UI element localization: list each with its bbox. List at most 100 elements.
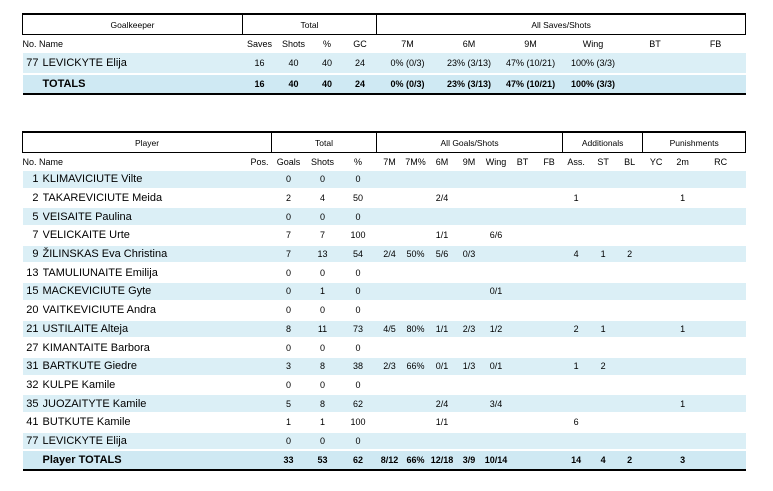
stat-cell xyxy=(562,394,590,414)
stat-cell: 0 xyxy=(339,171,377,190)
data-row: 15 MACKEVICIUTE Gyte 0 1 0 0/1 xyxy=(22,282,746,302)
stat-cell xyxy=(535,207,563,228)
goalkeeper-table: Goalkeeper Total All Saves/Shots No. Name Sa… xyxy=(21,13,747,95)
stat-cell xyxy=(589,431,617,452)
stat-cell: 0 xyxy=(305,171,340,190)
group-header: Additionals xyxy=(562,131,644,153)
stat-cell: 0 xyxy=(305,207,340,228)
stat-cell xyxy=(642,431,670,452)
column-header: % xyxy=(323,39,332,49)
column-header: Ass. xyxy=(567,157,585,167)
stat-cell xyxy=(695,356,746,377)
stat-cell xyxy=(509,431,536,452)
stat-cell xyxy=(535,431,563,452)
stat-cell xyxy=(562,338,590,358)
player-number: 7 xyxy=(22,226,43,246)
stat-cell: 1/1 xyxy=(428,226,456,246)
stat-cell xyxy=(589,188,617,209)
stat-cell: 0 xyxy=(305,338,340,358)
data-row: 5 VEISAITE Paulina 0 0 0 xyxy=(22,207,746,228)
stat-cell: 13 xyxy=(305,244,340,265)
group-header: Total xyxy=(242,13,378,35)
stat-cell xyxy=(695,244,746,265)
player-name: VAITKEVICIUTE Andra xyxy=(42,300,248,321)
totals-cell xyxy=(642,450,670,472)
player-name: MACKEVICIUTE Gyte xyxy=(42,282,248,302)
stat-cell xyxy=(247,300,272,321)
stat-cell xyxy=(402,188,429,209)
stat-cell: 100 xyxy=(339,226,377,246)
stat-cell xyxy=(376,375,403,396)
data-row: 7 VELICKAITE Urte 7 7 100 1/1 6/6 xyxy=(22,226,746,246)
stat-cell: 0 xyxy=(271,282,306,302)
player-number: 9 xyxy=(22,244,43,265)
stat-cell: 8 xyxy=(305,356,340,377)
stat-cell xyxy=(509,244,536,265)
stat-cell xyxy=(428,282,456,302)
player-number: 27 xyxy=(22,338,43,358)
column-header: 7M% xyxy=(405,157,426,167)
player-name: LEVICKYTE Elija xyxy=(42,53,243,75)
stat-cell xyxy=(642,207,670,228)
stat-cell: 0 xyxy=(271,171,306,190)
stat-cell: 1 xyxy=(305,412,340,433)
stat-cell: 6 xyxy=(562,412,590,433)
stat-cell: 1 xyxy=(669,188,696,209)
stat-cell xyxy=(509,171,536,190)
column-header: Wing xyxy=(582,39,604,49)
column-header: Wing xyxy=(485,157,507,167)
stat-cell xyxy=(669,356,696,377)
stat-cell xyxy=(482,171,510,190)
stat-cell xyxy=(376,338,403,358)
stat-cell xyxy=(535,356,563,377)
stat-cell xyxy=(669,300,696,321)
stat-cell: 1 xyxy=(589,319,617,340)
stat-cell xyxy=(616,375,643,396)
stat-cell xyxy=(616,226,643,246)
stat-cell xyxy=(562,207,590,228)
stat-cell: 1 xyxy=(271,412,306,433)
totals-cell xyxy=(695,450,746,472)
stat-cell: 47% (10/21) xyxy=(499,53,562,75)
stat-cell: 50 xyxy=(339,188,377,209)
data-row: 41 BUTKUTE Kamile 1 1 100 1/1 6 xyxy=(22,412,746,433)
stat-cell xyxy=(509,319,536,340)
stat-cell xyxy=(642,338,670,358)
player-number: 2 xyxy=(22,188,43,209)
stat-cell xyxy=(247,188,272,209)
stat-cell xyxy=(669,338,696,358)
stat-cell: 66% xyxy=(402,356,429,377)
stat-cell: 4/5 xyxy=(376,319,403,340)
stat-cell xyxy=(695,300,746,321)
player-name: KULPE Kamile xyxy=(42,375,248,396)
stat-cell: 0 xyxy=(271,300,306,321)
stat-cell xyxy=(482,338,510,358)
stat-cell: 0/1 xyxy=(482,282,510,302)
stat-cell xyxy=(376,207,403,228)
stat-cell: 24 xyxy=(343,53,377,75)
data-row: 13 TAMULIUNAITE Emilija 0 0 0 xyxy=(22,263,746,284)
stat-cell: 5/6 xyxy=(428,244,456,265)
stat-cell xyxy=(247,263,272,284)
stat-cell xyxy=(402,300,429,321)
stat-cell xyxy=(616,263,643,284)
player-name: KIMANTAITE Barbora xyxy=(42,338,248,358)
stat-cell xyxy=(247,319,272,340)
stat-cell xyxy=(247,412,272,433)
stat-cell xyxy=(509,188,536,209)
stat-cell: 1 xyxy=(589,244,617,265)
data-row: 2 TAKAREVICIUTE Meida 2 4 50 2/4 1 1 xyxy=(22,188,746,209)
player-number: 41 xyxy=(22,412,43,433)
stat-cell: 0 xyxy=(339,375,377,396)
stat-cell xyxy=(247,282,272,302)
data-row: 27 KIMANTAITE Barbora 0 0 0 xyxy=(22,338,746,358)
stat-cell: 6/6 xyxy=(482,226,510,246)
stat-cell xyxy=(376,188,403,209)
stat-cell xyxy=(455,171,483,190)
data-row: 35 JUOZAITYTE Kamile 5 8 62 2/4 3/4 1 xyxy=(22,394,746,414)
stat-cell xyxy=(616,394,643,414)
stat-cell xyxy=(642,412,670,433)
stat-cell xyxy=(482,300,510,321)
stat-cell xyxy=(247,338,272,358)
